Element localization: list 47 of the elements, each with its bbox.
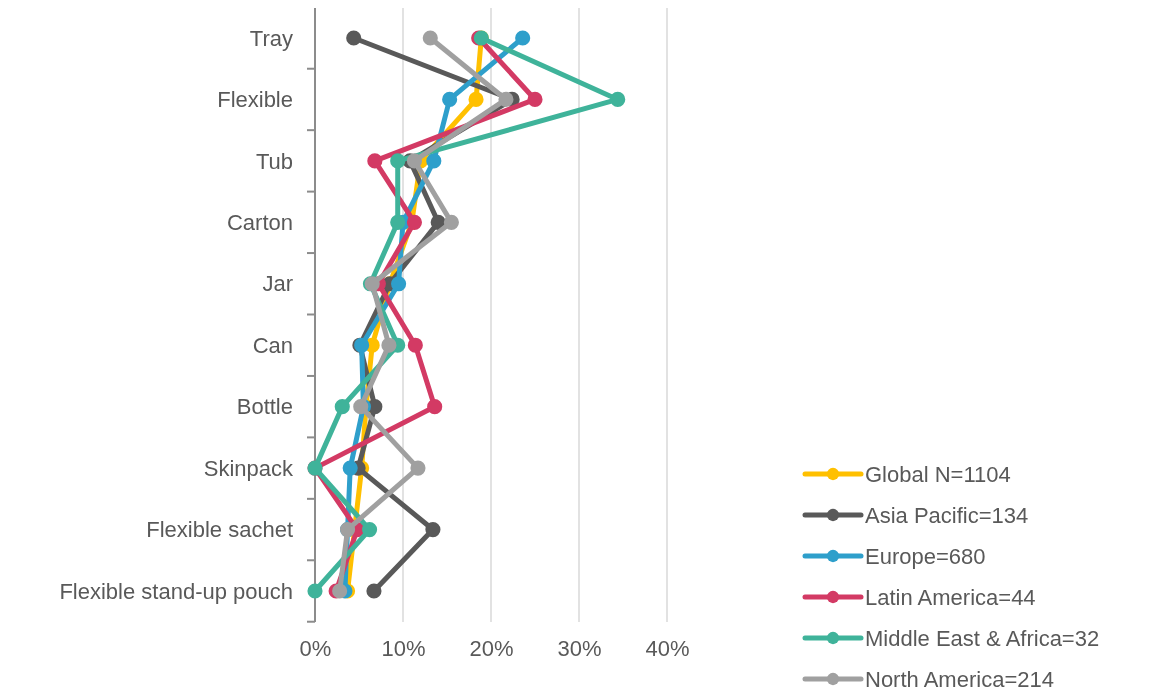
point	[425, 522, 441, 538]
point	[361, 522, 378, 538]
legend-label: Europe=680	[865, 543, 986, 569]
point	[610, 91, 626, 107]
point	[367, 153, 383, 169]
point	[334, 399, 350, 415]
point	[390, 214, 406, 230]
y-tick-label: Can	[252, 332, 293, 358]
y-tick-label: Skinpack	[203, 455, 294, 481]
legend-label: North America=214	[865, 666, 1054, 692]
y-tick-label: Bottle	[236, 394, 293, 420]
x-tick-label: 0%	[299, 635, 332, 661]
point	[307, 583, 323, 599]
legend-label: Middle East & Africa=32	[865, 625, 1100, 651]
y-tick-label: Tray	[249, 25, 293, 51]
point	[390, 153, 406, 169]
point	[342, 460, 358, 476]
point	[366, 583, 382, 599]
x-tick-label: 10%	[381, 635, 426, 661]
point	[498, 91, 514, 107]
point	[391, 276, 407, 292]
point	[407, 337, 423, 353]
legend-label: Global N=1104	[865, 461, 1011, 487]
point	[515, 30, 531, 46]
y-tick-label: Tub	[255, 148, 293, 174]
point	[381, 337, 397, 353]
y-tick-label: Flexible sachet	[146, 517, 293, 543]
y-tick-label: Flexible	[217, 87, 293, 113]
x-tick-label: 30%	[557, 635, 602, 661]
x-tick-label: 20%	[469, 635, 514, 661]
point	[332, 583, 348, 599]
point	[422, 30, 438, 46]
point	[346, 30, 362, 46]
point	[410, 460, 426, 476]
point	[406, 153, 423, 169]
point	[443, 214, 459, 230]
point	[442, 91, 458, 107]
legend-label: Asia Pacific=134	[865, 502, 1029, 528]
x-tick-label: 40%	[645, 635, 690, 661]
point	[527, 91, 543, 107]
y-tick-label: Carton	[226, 210, 293, 236]
y-tick-label: Jar	[262, 271, 293, 297]
y-tick-label: Flexible stand-up pouch	[59, 578, 293, 604]
legend-label: Latin America=44	[865, 584, 1036, 610]
point	[468, 91, 484, 107]
point	[426, 153, 442, 169]
point	[427, 399, 443, 415]
